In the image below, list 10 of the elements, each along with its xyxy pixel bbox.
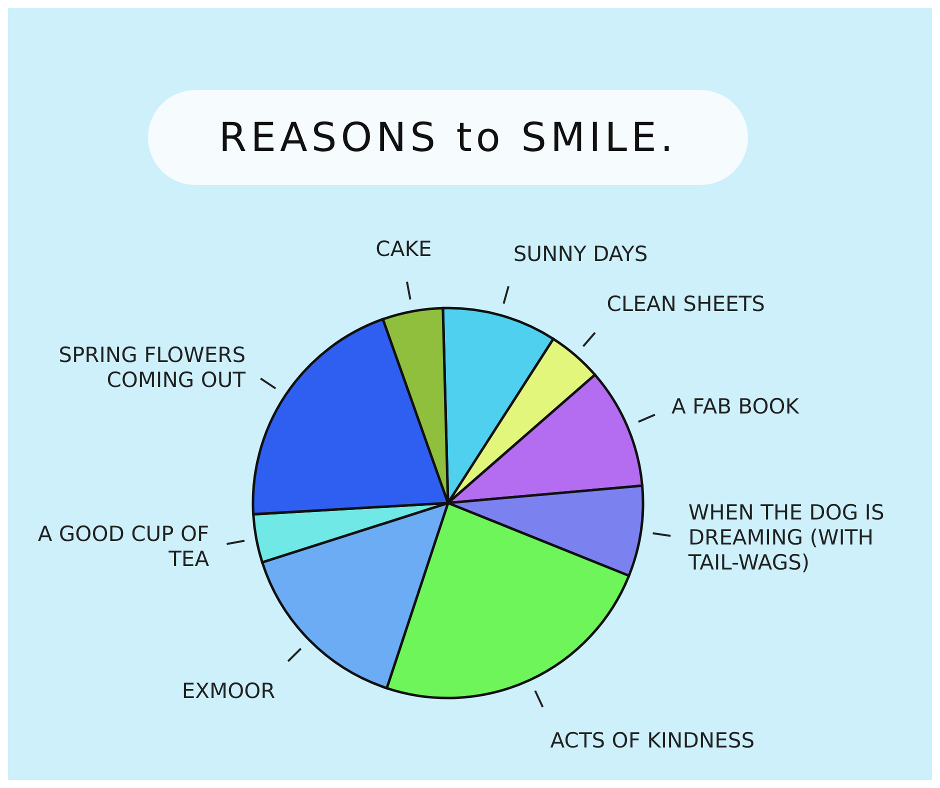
slice-label: WHEN THE DOG IS DREAMING (WITH TAIL-WAGS) xyxy=(687,500,884,574)
slice-label: A FAB BOOK xyxy=(672,394,800,418)
slice-label: ACTS OF KINDNESS xyxy=(550,728,755,752)
slice-label: A GOOD CUP OF TEA xyxy=(38,522,210,571)
slice-label: EXMOOR xyxy=(182,678,276,703)
slice-label: SUNNY DAYS xyxy=(513,242,648,266)
slice-label: CLEAN SHEETS xyxy=(606,292,765,316)
slice-label: CAKE xyxy=(376,236,432,261)
chart-title: REASONS to SMILE. xyxy=(218,114,678,160)
slice-label: SPRING FLOWERS COMING OUT xyxy=(58,342,246,392)
